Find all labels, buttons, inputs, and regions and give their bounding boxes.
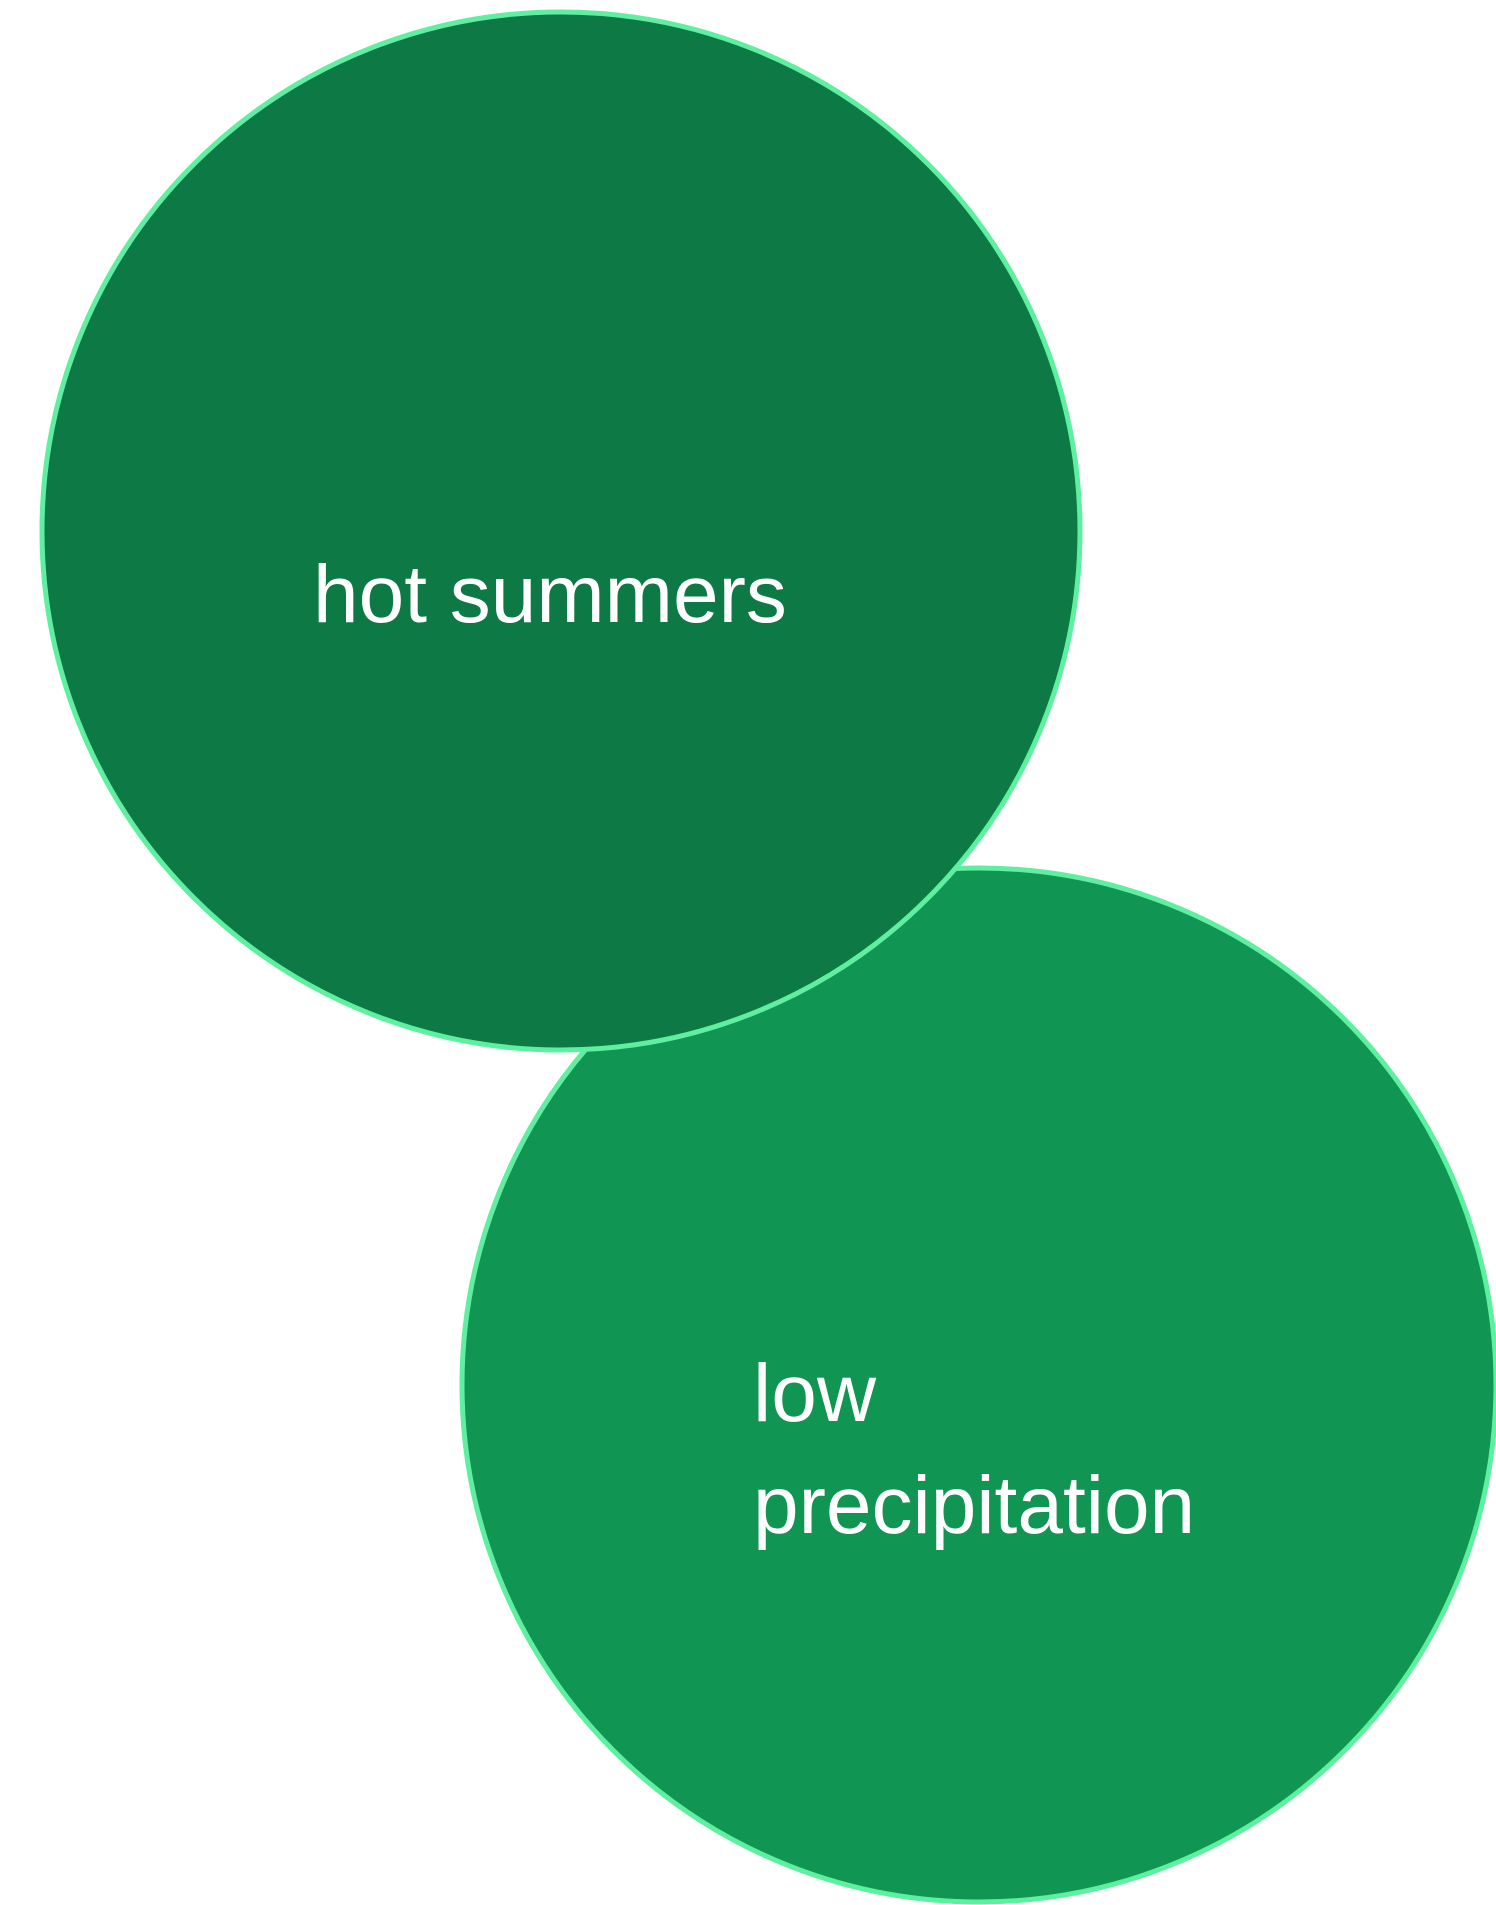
node-label: low	[753, 1348, 877, 1439]
node-label: precipitation	[753, 1460, 1195, 1551]
circle-hot-summers	[39, 9, 1083, 1053]
node-label: hot summers	[313, 549, 787, 640]
circle-low-precipitation	[459, 865, 1496, 1905]
